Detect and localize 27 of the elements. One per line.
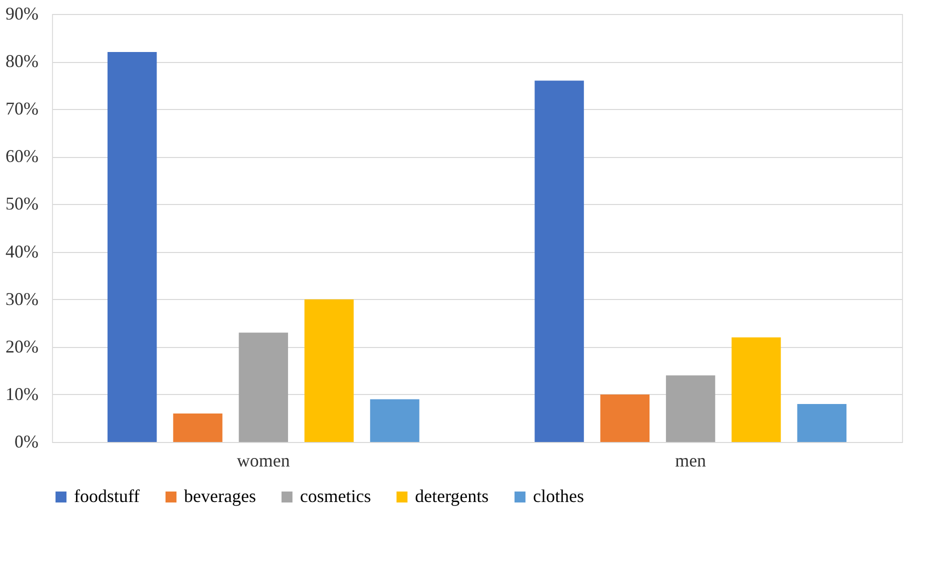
y-tick-label: 40% [6, 241, 38, 262]
legend-label: beverages [184, 486, 256, 506]
bar [666, 375, 716, 442]
bar [173, 413, 222, 442]
y-tick-label: 50% [6, 194, 38, 214]
y-tick-label: 10% [6, 384, 38, 404]
bar [732, 337, 781, 442]
x-tick-label: women [236, 450, 290, 470]
bar [108, 52, 157, 442]
legend-label: foodstuff [74, 486, 140, 506]
bar [304, 299, 354, 442]
legend-label: cosmetics [300, 486, 371, 506]
y-tick-label: 90% [6, 4, 38, 24]
bar [797, 404, 846, 442]
y-tick-label: 0% [14, 432, 38, 452]
y-tick-label: 70% [6, 98, 38, 119]
bar [370, 399, 420, 442]
x-tick-label: men [675, 450, 706, 470]
bar [600, 394, 650, 442]
legend-label: detergents [415, 486, 489, 506]
bar [238, 332, 288, 442]
legend-label: clothes [533, 486, 584, 506]
bar [534, 80, 584, 442]
y-tick-label: 30% [6, 288, 38, 309]
y-tick-label: 60% [6, 146, 38, 166]
y-tick-label: 80% [6, 51, 38, 72]
y-tick-label: 20% [6, 336, 38, 356]
